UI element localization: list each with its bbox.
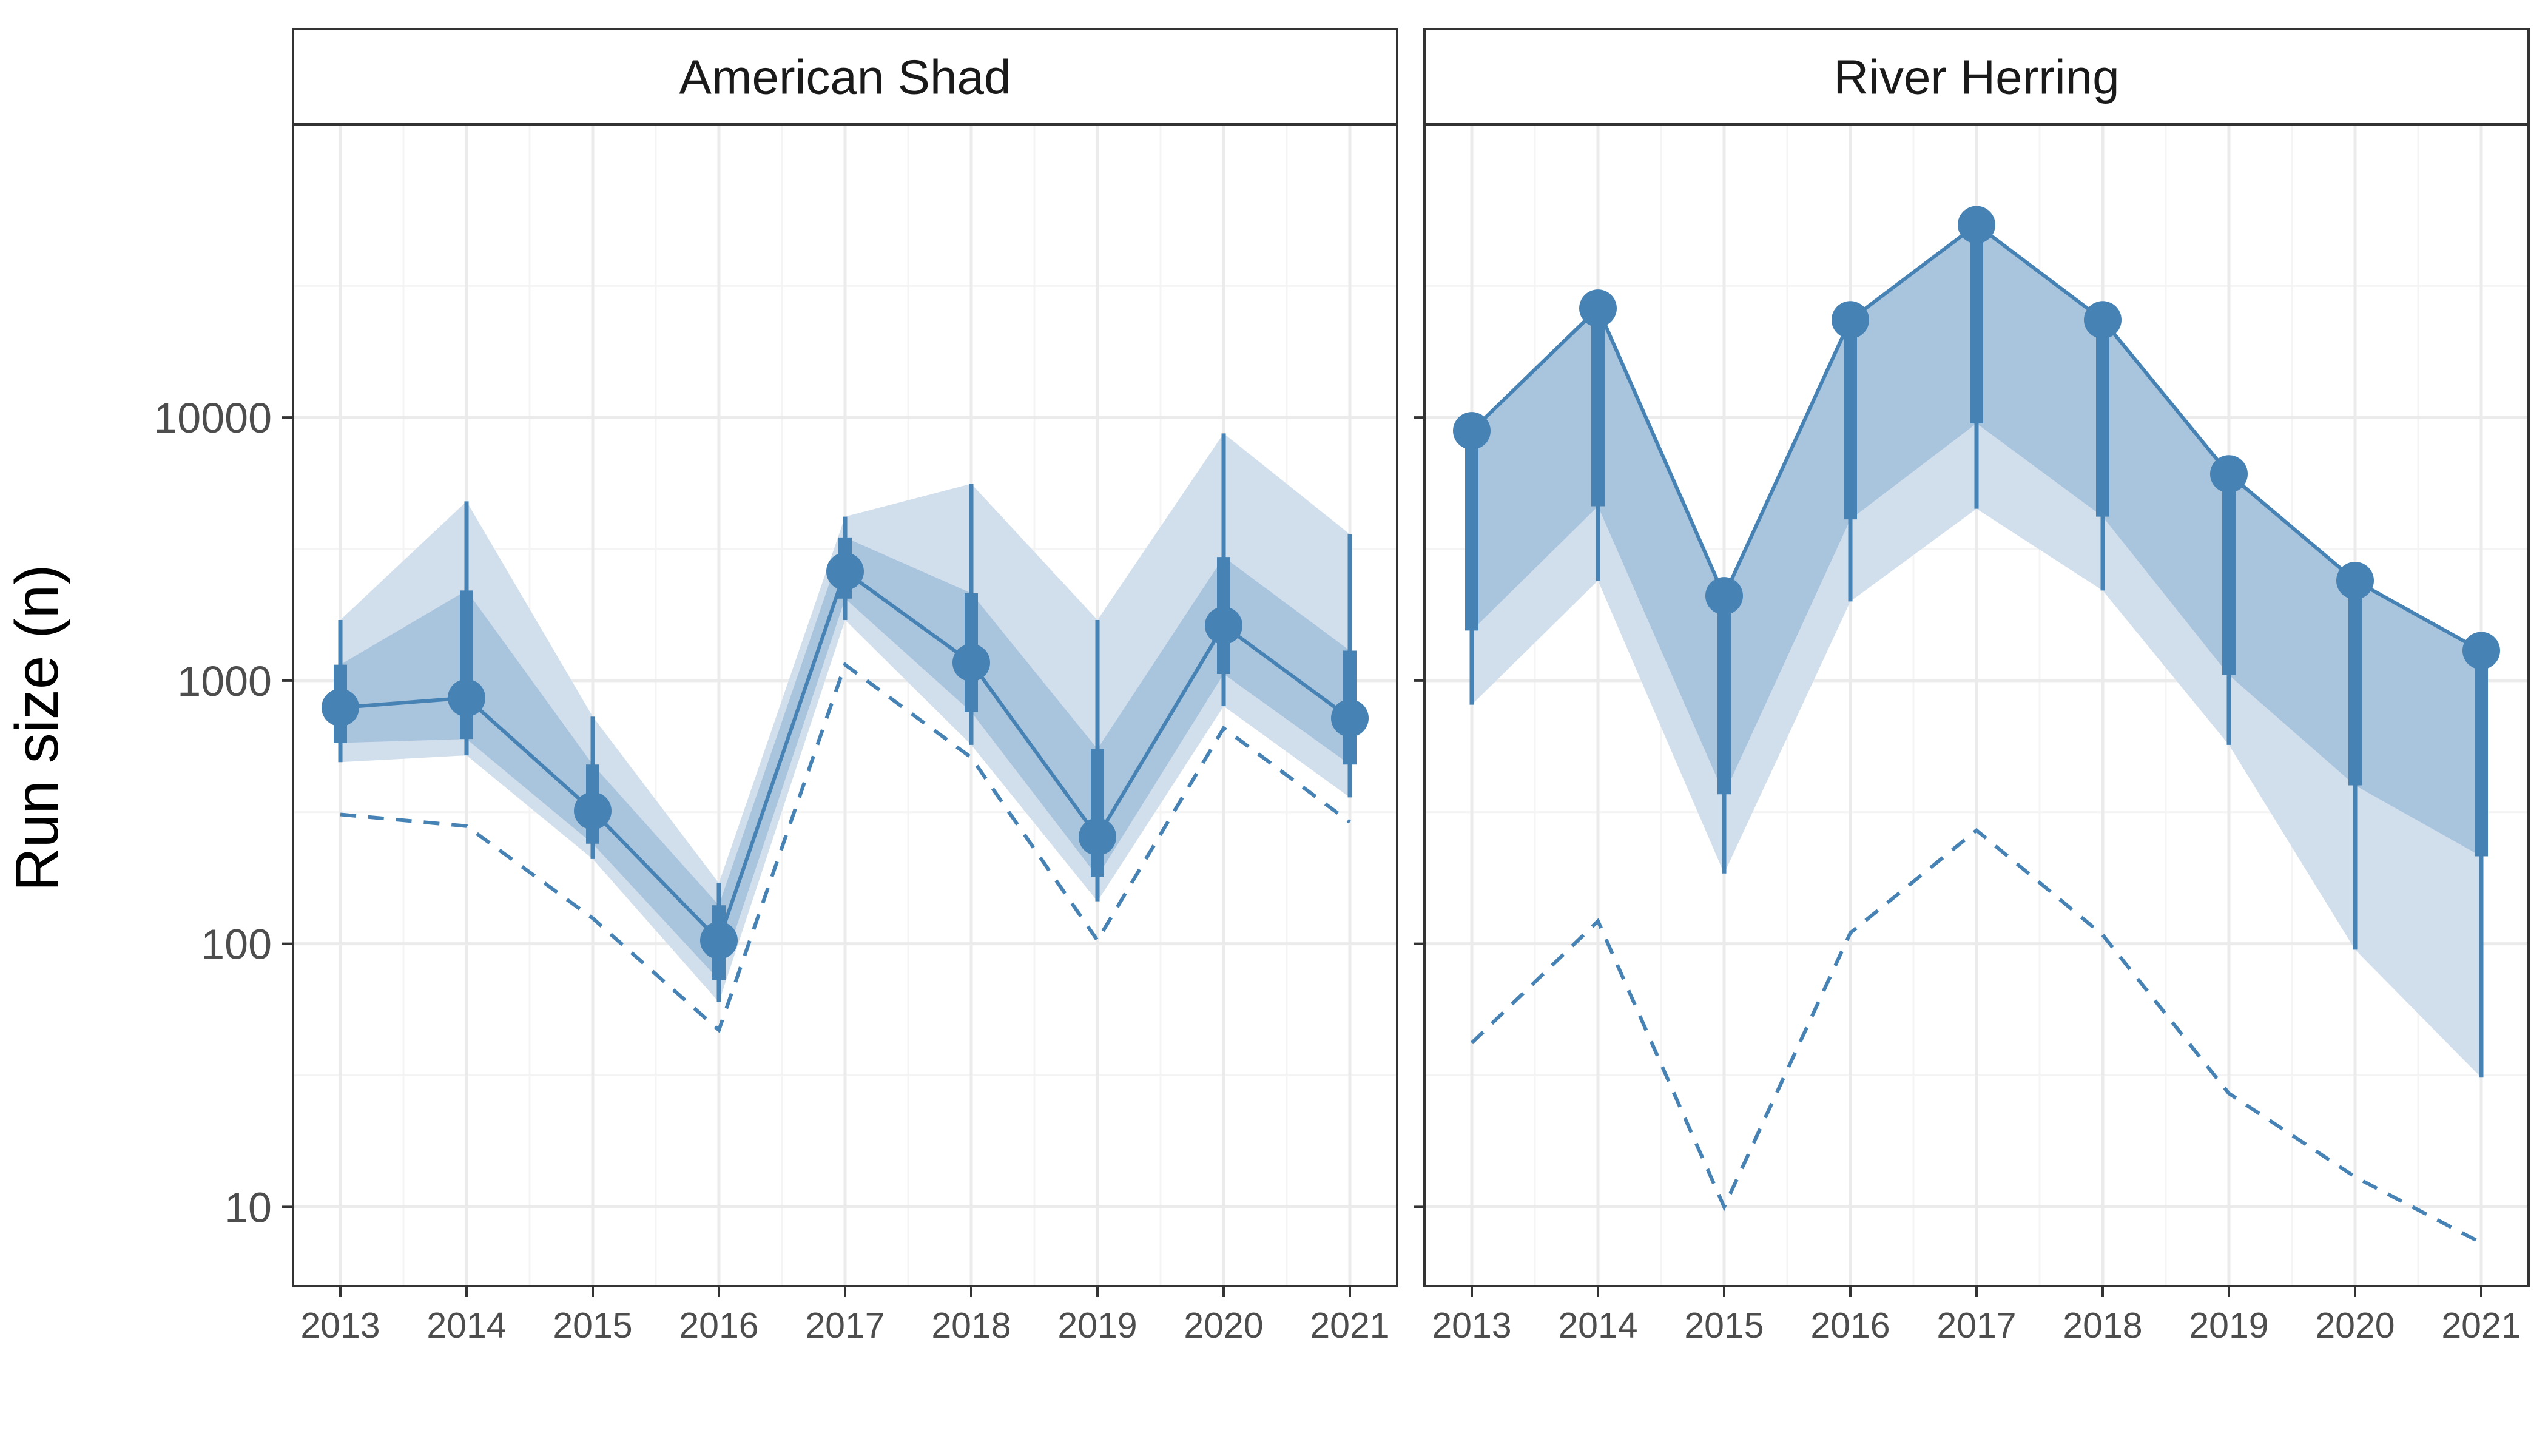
facet-title: River Herring — [1833, 50, 2119, 104]
median-point — [2210, 455, 2248, 493]
median-point — [1331, 699, 1369, 737]
median-point — [2336, 562, 2374, 600]
median-point — [700, 922, 738, 960]
facet-strip — [1423, 28, 2530, 126]
median-point — [1832, 301, 1869, 339]
x-tick-label: 2013 — [300, 1306, 380, 1346]
median-point — [448, 679, 485, 717]
median-point — [1958, 206, 1995, 244]
median-point — [1705, 577, 1743, 615]
facet-strip — [292, 28, 1398, 126]
median-point — [2084, 301, 2122, 339]
x-tick-label: 2013 — [1432, 1306, 1511, 1346]
median-point — [826, 552, 864, 590]
facet-title: American Shad — [679, 50, 1011, 104]
x-tick-label: 2021 — [1310, 1306, 1389, 1346]
x-tick-label: 2018 — [2063, 1306, 2142, 1346]
x-tick-label: 2019 — [2189, 1306, 2268, 1346]
y-tick-label: 100 — [201, 921, 272, 968]
panel-river-herring: River Herring 2013 2014 2015 2016 2017 2018 201… — [1414, 28, 2530, 1346]
x-tick-label: 2015 — [553, 1306, 632, 1346]
y-tick-label: 1000 — [177, 658, 272, 705]
x-tick-label: 2018 — [931, 1306, 1011, 1346]
panel-american-shad: American Shad 2013 2014 2015 2016 2017 2018 201… — [153, 28, 1398, 1346]
y-tick-label: 10 — [224, 1184, 272, 1231]
y-axis-title: Run size (n) — [3, 564, 71, 891]
x-tick-label: 2014 — [1558, 1306, 1637, 1346]
x-tick-label: 2017 — [805, 1306, 885, 1346]
y-tick-label: 10000 — [153, 394, 272, 442]
x-tick-label: 2020 — [2315, 1306, 2395, 1346]
median-point — [574, 792, 612, 830]
x-tick-label: 2021 — [2441, 1306, 2521, 1346]
dashed-series-line — [1470, 827, 2482, 1245]
x-tick-label: 2016 — [1810, 1306, 1890, 1346]
x-tick-label: 2019 — [1057, 1306, 1137, 1346]
median-point — [1579, 289, 1617, 328]
x-tick-label: 2015 — [1684, 1306, 1764, 1346]
median-point — [1453, 412, 1491, 450]
median-point — [322, 689, 359, 727]
dashed-series-line — [340, 661, 1351, 1034]
median-point — [1079, 818, 1116, 856]
x-tick-label: 2020 — [1184, 1306, 1263, 1346]
x-tick-label: 2014 — [426, 1306, 506, 1346]
median-point — [1205, 607, 1242, 645]
median-point — [952, 644, 990, 682]
x-tick-label: 2017 — [1936, 1306, 2016, 1346]
median-point — [2462, 632, 2500, 670]
x-tick-label: 2016 — [679, 1306, 758, 1346]
